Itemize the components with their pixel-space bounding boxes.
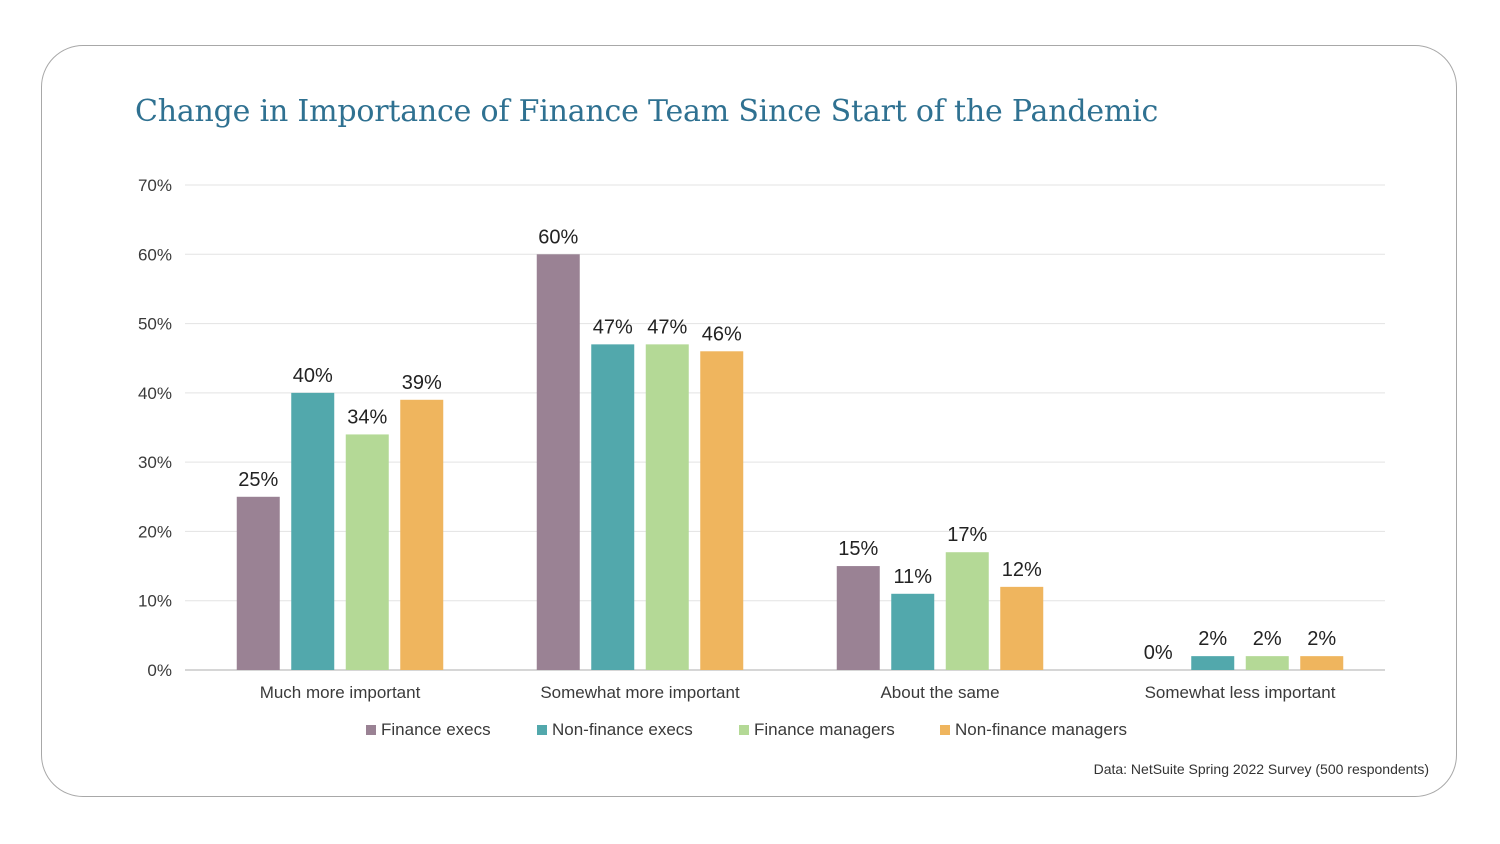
legend-swatch bbox=[739, 725, 749, 735]
bar-value-label: 2% bbox=[1198, 628, 1227, 650]
bar-value-label: 2% bbox=[1307, 628, 1336, 650]
legend-swatch bbox=[940, 725, 950, 735]
bar bbox=[836, 566, 880, 670]
bar bbox=[1191, 656, 1235, 670]
x-axis-ticks: Much more important Somewhat more importa… bbox=[260, 683, 1336, 702]
bar-value-label: 11% bbox=[893, 566, 932, 588]
x-tick-label: Somewhat less important bbox=[1145, 683, 1336, 702]
chart-title: Change in Importance of Finance Team Sin… bbox=[135, 94, 1159, 129]
legend-label: Finance execs bbox=[381, 720, 491, 739]
data-source-note: Data: NetSuite Spring 2022 Survey (500 r… bbox=[1093, 761, 1429, 777]
x-tick-label: Somewhat more important bbox=[540, 683, 740, 702]
bar-value-label: 40% bbox=[293, 365, 333, 387]
x-tick-label: About the same bbox=[880, 683, 999, 702]
bar bbox=[591, 344, 635, 670]
bar-value-label: 12% bbox=[1002, 559, 1042, 581]
y-tick-label: 60% bbox=[138, 245, 172, 264]
bar-value-label: 2% bbox=[1253, 628, 1282, 650]
bar bbox=[891, 593, 935, 670]
bar-value-label: 34% bbox=[347, 406, 387, 428]
bar-value-labels: 25% 40% 34% 39% 60% 47% 47% 46% 15% 11% 17% 12% 0% 2%… bbox=[238, 226, 1336, 664]
bar-value-label: 47% bbox=[647, 316, 687, 338]
legend-label: Non-finance execs bbox=[552, 720, 693, 739]
bar bbox=[345, 434, 389, 670]
legend-swatch bbox=[366, 725, 376, 735]
y-tick-label: 70% bbox=[138, 176, 172, 195]
legend-item-non-finance-execs: Non-finance execs bbox=[537, 720, 693, 740]
bars bbox=[236, 254, 1344, 671]
legend: Finance execs Non-finance execs Finance … bbox=[0, 720, 1500, 744]
bar-value-label: 17% bbox=[947, 524, 987, 546]
y-axis-ticks: 0% 10% 20% 30% 40% 50% 60% 70% bbox=[138, 176, 172, 680]
bar bbox=[700, 351, 744, 670]
bar bbox=[645, 344, 689, 670]
legend-item-non-finance-managers: Non-finance managers bbox=[940, 720, 1127, 740]
bar bbox=[1300, 656, 1344, 670]
legend-label: Non-finance managers bbox=[955, 720, 1127, 739]
y-tick-label: 50% bbox=[138, 315, 172, 334]
legend-label: Finance managers bbox=[754, 720, 895, 739]
x-tick-label: Much more important bbox=[260, 683, 421, 702]
bar bbox=[536, 254, 580, 671]
legend-item-finance-managers: Finance managers bbox=[739, 720, 895, 740]
chart-card bbox=[41, 45, 1457, 797]
y-tick-label: 10% bbox=[138, 592, 172, 611]
y-tick-label: 0% bbox=[147, 661, 172, 680]
bar-value-label: 39% bbox=[402, 372, 442, 394]
bar-value-label: 0% bbox=[1144, 642, 1173, 664]
bar bbox=[291, 392, 335, 670]
bar-value-label: 47% bbox=[593, 316, 633, 338]
bar bbox=[236, 496, 280, 670]
bar bbox=[1245, 656, 1289, 670]
y-tick-label: 30% bbox=[138, 453, 172, 472]
bar bbox=[400, 399, 444, 670]
bar-value-label: 46% bbox=[702, 323, 742, 345]
legend-swatch bbox=[537, 725, 547, 735]
bar-value-label: 60% bbox=[538, 226, 578, 248]
bar-value-label: 25% bbox=[238, 469, 278, 491]
bar-value-label: 15% bbox=[838, 538, 878, 560]
y-tick-label: 20% bbox=[138, 522, 172, 541]
bar bbox=[1000, 586, 1044, 670]
legend-item-finance-execs: Finance execs bbox=[366, 720, 491, 740]
y-tick-label: 40% bbox=[138, 384, 172, 403]
bar bbox=[945, 552, 989, 670]
